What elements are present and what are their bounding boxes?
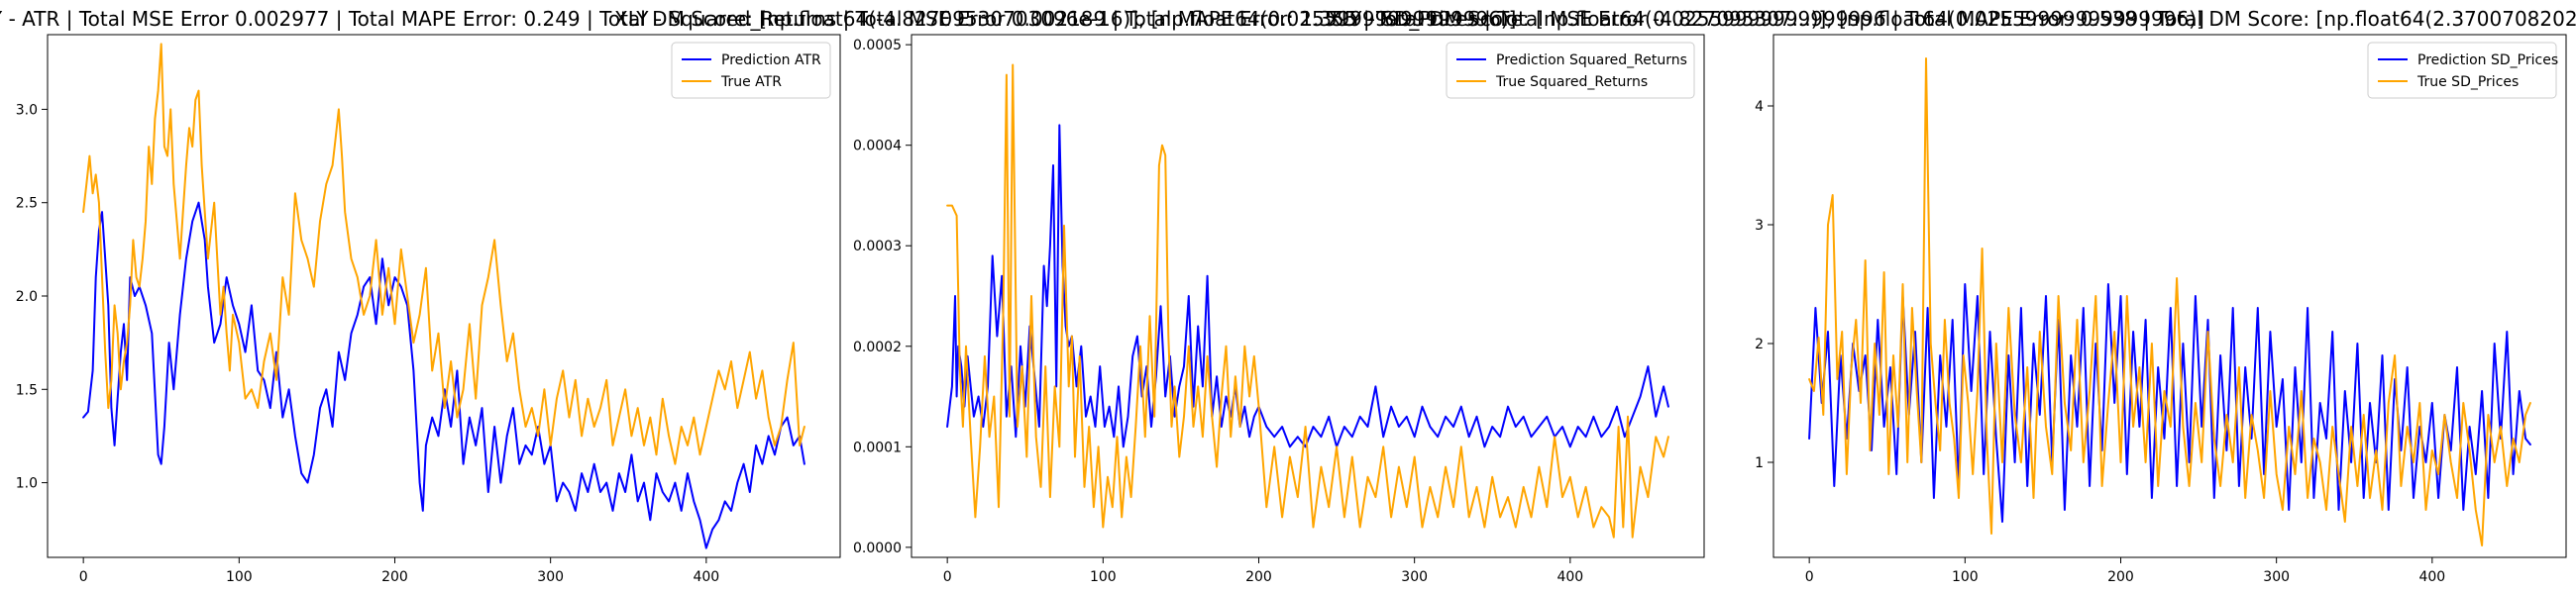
y-tick-label: 0.0003 — [853, 239, 902, 254]
y-axis-ticks: 1.0 1.5 2.0 2.5 3.0 — [16, 102, 48, 492]
y-tick-label: 0.0001 — [853, 440, 902, 455]
legend-label-true-sd-prices: True SD_Prices — [2416, 74, 2519, 90]
y-tick-label: 1.5 — [16, 382, 38, 398]
legend: Prediction ATR True ATR — [671, 42, 831, 99]
y-tick-label: 0.0004 — [853, 139, 902, 154]
panel-sd-prices: 0 100 200 300 400 1 2 3 4 Prediction SD_Prices T… — [1755, 34, 2567, 585]
x-tick-label: 100 — [226, 569, 253, 585]
panel-atr: 0 100 200 300 400 1.0 1.5 2.0 2.5 3.0 Prediction… — [16, 34, 841, 585]
legend-box — [2367, 42, 2557, 99]
legend-label-true-atr: True ATR — [720, 74, 782, 90]
x-tick-label: 100 — [1090, 569, 1117, 585]
chart-title-squared-returns: XLY - Squared_Returns | Total MSE Error … — [614, 7, 2204, 31]
x-tick-label: 200 — [1245, 569, 1272, 585]
legend-label-true-squared-returns: True Squared_Returns — [1495, 74, 1648, 90]
x-axis-ticks: 0 100 200 300 400 — [79, 557, 719, 585]
legend-box — [1446, 42, 1695, 99]
legend: Prediction Squared_Returns True Squared_R… — [1446, 42, 1695, 99]
y-axis-ticks: 1 2 3 4 — [1755, 99, 1773, 471]
x-tick-label: 400 — [693, 569, 719, 585]
y-tick-label: 4 — [1755, 99, 1764, 115]
x-tick-label: 400 — [2418, 569, 2445, 585]
y-tick-label: 0.0000 — [853, 541, 902, 556]
y-tick-label: 0.0005 — [853, 38, 902, 53]
x-tick-label: 200 — [2107, 569, 2134, 585]
x-axis-ticks: 0 100 200 300 400 — [1805, 557, 2445, 585]
y-axis-ticks: 0.0000 0.0001 0.0002 0.0003 0.0004 0.0005 — [853, 38, 912, 556]
x-tick-label: 300 — [537, 569, 564, 585]
y-tick-label: 0.0002 — [853, 340, 902, 355]
chart-title-atr: Y - ATR | Total MSE Error 0.002977 | Tot… — [0, 7, 1516, 31]
y-tick-label: 3 — [1755, 218, 1764, 234]
titles-layer: Y - ATR | Total MSE Error 0.002977 | Tot… — [0, 7, 2576, 31]
series-layer — [82, 43, 805, 549]
y-tick-label: 3.0 — [16, 102, 38, 118]
y-tick-label: 2 — [1755, 337, 1764, 352]
x-tick-label: 300 — [2263, 569, 2290, 585]
legend: Prediction SD_Prices True SD_Prices — [2367, 42, 2558, 99]
chart-title-sd-prices: XLY - SD_Prices | Total MSE Error 0.0255… — [1328, 7, 2576, 31]
series-line-prediction-atr — [82, 201, 805, 549]
y-tick-label: 1 — [1755, 455, 1764, 471]
x-tick-label: 100 — [1952, 569, 1979, 585]
legend-label-prediction-atr: Prediction ATR — [721, 52, 821, 68]
x-tick-label: 300 — [1401, 569, 1428, 585]
axes-frame — [1772, 34, 2567, 558]
x-axis-ticks: 0 100 200 300 400 — [943, 557, 1583, 585]
panel-squared-returns: 0 100 200 300 400 0.00000.00010.00020.00030.… — [853, 34, 1705, 585]
series-layer — [1808, 57, 2531, 546]
series-line-true-atr — [82, 43, 805, 465]
y-tick-label: 2.0 — [16, 289, 38, 305]
legend-label-prediction-sd-prices: Prediction SD_Prices — [2417, 52, 2558, 68]
legend-label-prediction-squared-returns: Prediction Squared_Returns — [1496, 52, 1687, 68]
y-tick-label: 2.5 — [16, 196, 38, 212]
x-tick-label: 0 — [79, 569, 88, 585]
x-tick-label: 400 — [1556, 569, 1583, 585]
x-tick-label: 200 — [381, 569, 408, 585]
legend-box — [671, 42, 831, 99]
x-tick-label: 0 — [943, 569, 952, 585]
y-tick-label: 1.0 — [16, 476, 38, 492]
series-layer — [946, 63, 1669, 539]
x-tick-label: 0 — [1805, 569, 1814, 585]
series-line-true-squared-returns — [946, 63, 1669, 539]
axes-frame — [911, 34, 1705, 558]
series-line-true-sd-prices — [1808, 57, 2531, 546]
